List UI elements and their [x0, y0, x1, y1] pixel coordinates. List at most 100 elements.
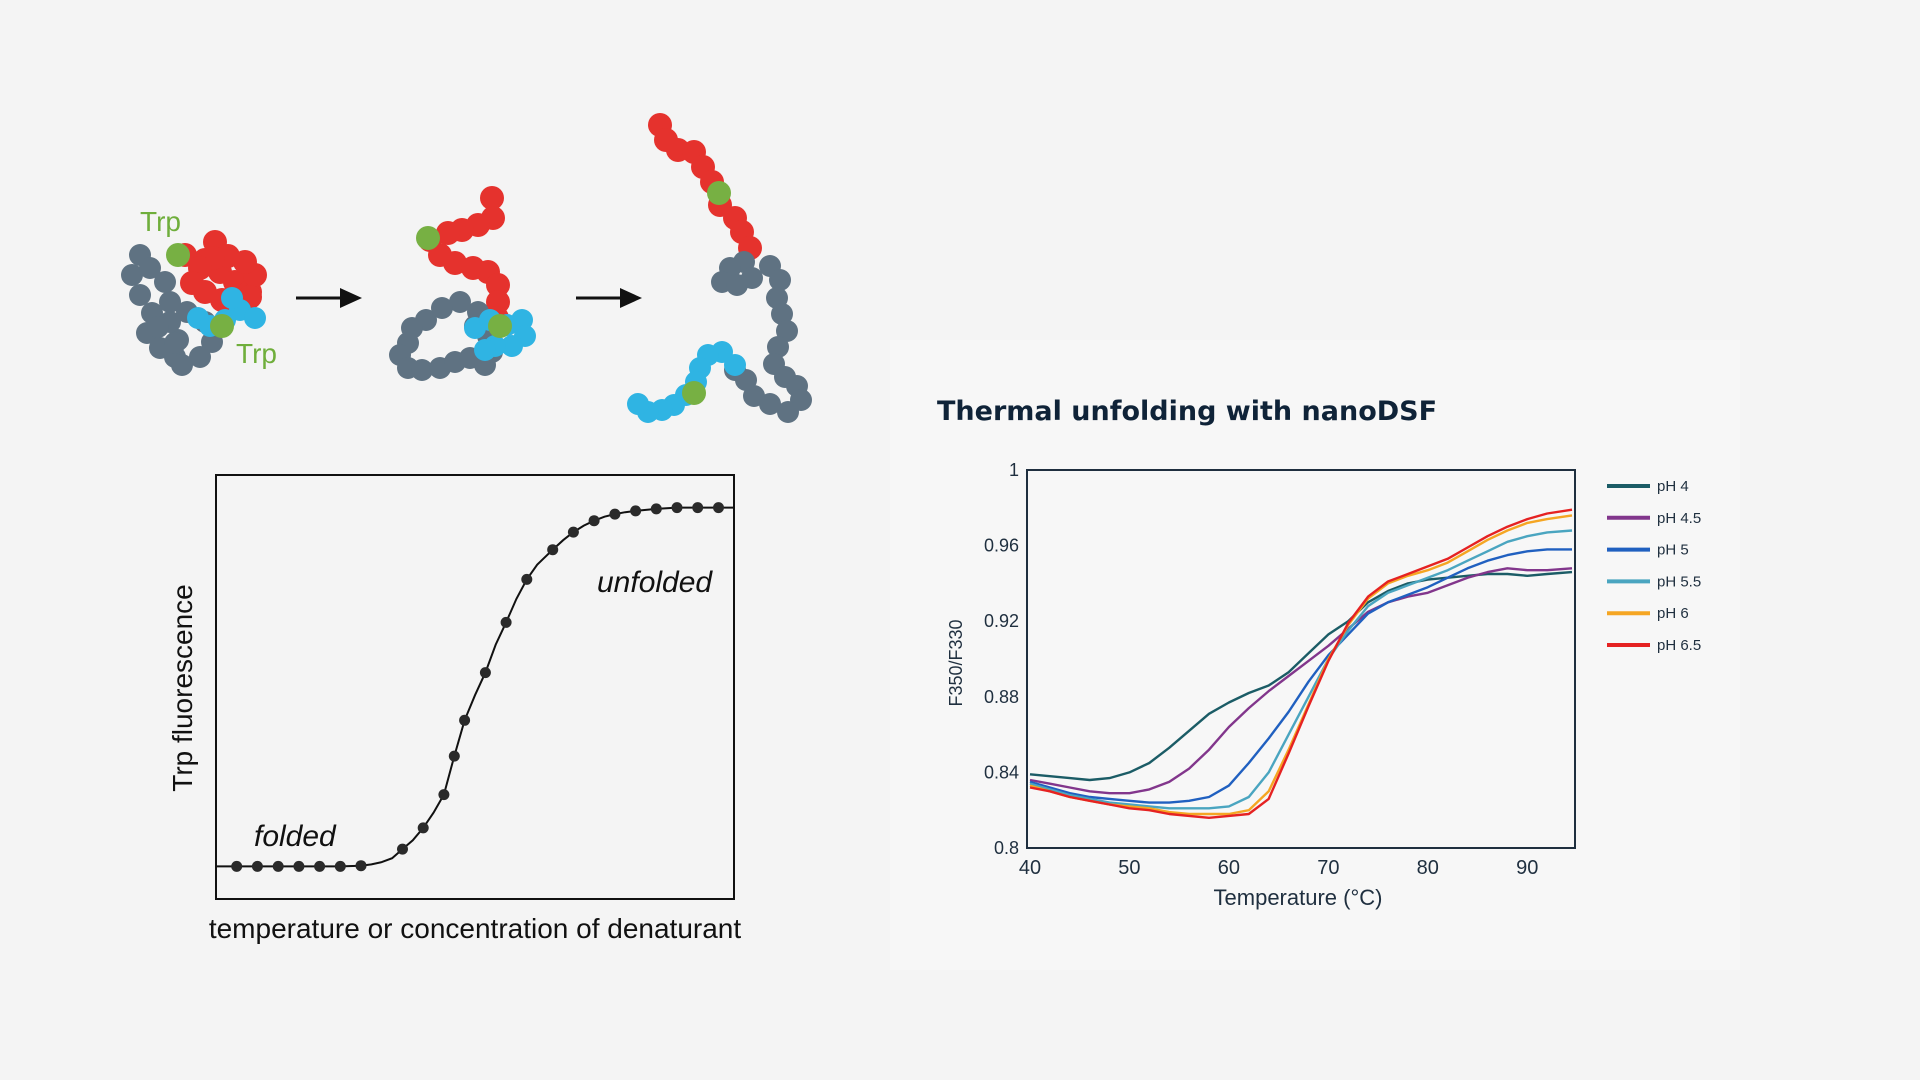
sigmoid-data-point [567, 526, 579, 538]
nanodsf-chart-title: Thermal unfolding with nanoDSF [937, 396, 1437, 427]
stage2-gray-chain [389, 291, 503, 381]
residue-bead [771, 303, 793, 325]
sigmoid-y-axis-label: Trp fluorescence [167, 584, 198, 792]
series-line-ph-5-5 [1029, 529, 1573, 810]
residue-bead [486, 273, 510, 297]
legend-item: pH 4 [1607, 478, 1689, 495]
arrow-partial-to-unfolded [576, 288, 642, 308]
nanodsf-y-ticks: 0.8 0.84 0.88 0.92 0.96 1 [984, 460, 1019, 858]
residue-bead [189, 346, 211, 368]
residue-bead [449, 291, 471, 313]
legend-label: pH 4 [1657, 478, 1689, 495]
legend-label: pH 6.5 [1657, 637, 1701, 654]
y-tick-label: 0.88 [984, 687, 1019, 707]
series-line-ph-6-5 [1029, 508, 1573, 819]
series-line-ph-5 [1029, 548, 1572, 804]
residue-bead [769, 269, 791, 291]
sigmoid-data-point [692, 502, 704, 514]
residue-bead [411, 359, 433, 381]
residue-bead [776, 320, 798, 342]
nanodsf-series-layer [1029, 508, 1573, 819]
residue-bead [154, 271, 176, 293]
series-line-ph-4 [1029, 570, 1573, 782]
y-tick-label: 0.92 [984, 611, 1019, 631]
x-tick-label: 70 [1317, 857, 1339, 879]
trp-residue-1b [210, 314, 234, 338]
sigmoid-x-axis-label: temperature or concentration of denatura… [209, 913, 742, 944]
residue-bead [431, 297, 453, 319]
legend-item: pH 5.5 [1607, 573, 1701, 590]
sigmoid-plot-frame [215, 474, 735, 900]
nanodsf-x-axis-label: Temperature (°C) [1214, 885, 1383, 910]
residue-bead [474, 339, 496, 361]
arrow-folded-to-partial [296, 288, 362, 308]
nanodsf-legend: pH 4 pH 4.5 pH 5 pH 5.5 pH 6 pH 6.5 [1607, 478, 1701, 654]
sigmoid-data-point [459, 714, 471, 726]
nanodsf-chart: Thermal unfolding with nanoDSF 0.80.840.… [937, 396, 1701, 910]
residue-bead [121, 264, 143, 286]
folded-annotation: folded [254, 820, 337, 853]
stage3-blue-chain [627, 341, 746, 423]
residue-bead [159, 291, 181, 313]
legend-item: pH 6.5 [1607, 637, 1701, 654]
nanodsf-y-axis-label: F350/F330 [946, 619, 966, 706]
residue-bead [147, 316, 169, 338]
trp-label-bottom: Trp [236, 338, 277, 369]
sigmoid-points-layer [231, 502, 724, 872]
residue-bead [244, 307, 266, 329]
sigmoid-data-point [713, 502, 724, 514]
residue-bead [777, 401, 799, 423]
trp-residue-2a [416, 226, 440, 250]
residue-bead [443, 251, 467, 275]
x-tick-label: 40 [1019, 857, 1041, 879]
x-tick-label: 60 [1218, 857, 1240, 879]
sigmoid-data-point [314, 860, 326, 872]
residue-bead [171, 354, 193, 376]
residue-bead [221, 287, 243, 309]
sigmoid-data-point [609, 508, 621, 520]
residue-bead [741, 267, 763, 289]
x-tick-label: 50 [1118, 857, 1140, 879]
residue-bead [767, 336, 789, 358]
sigmoid-data-point [397, 843, 408, 855]
nanodsf-plot-frame [1026, 469, 1576, 849]
trp-residue-1a [166, 243, 190, 267]
legend-item: pH 4.5 [1607, 510, 1701, 527]
trp-residue-3b [682, 381, 706, 405]
residue-bead [164, 332, 186, 354]
stage1-gray-chain [121, 244, 223, 376]
sigmoid-data-point [272, 860, 284, 872]
y-tick-label: 0.96 [984, 536, 1019, 556]
residue-bead [129, 284, 151, 306]
sigmoid-curve-layer [216, 506, 734, 868]
sigmoid-data-point [293, 860, 305, 872]
sigmoid-data-point [588, 515, 600, 527]
trp-label-top: Trp [140, 206, 181, 237]
sigmoid-data-point [521, 573, 533, 585]
series-line-ph-4-5 [1029, 567, 1573, 795]
y-tick-label: 1 [1009, 460, 1019, 480]
sigmoid-chart: folded unfolded Trp fluorescence tempera… [167, 474, 742, 944]
sigmoid-data-point [448, 750, 460, 762]
legend-label: pH 4.5 [1657, 510, 1701, 527]
stage3-gray-chain [711, 251, 812, 423]
protein-unfolding-illustration: Trp Trp [121, 113, 812, 423]
legend-label: pH 5 [1657, 542, 1689, 559]
sigmoid-data-point [231, 860, 243, 872]
residue-bead [627, 393, 649, 415]
legend-label: pH 5.5 [1657, 573, 1701, 590]
sigmoid-data-point [547, 544, 559, 556]
trp-residue-2b [488, 314, 512, 338]
sigmoid-data-point [438, 789, 450, 801]
residue-bead [139, 257, 161, 279]
trp-residue-3a [707, 181, 731, 205]
legend-item: pH 5 [1607, 542, 1689, 559]
y-tick-label: 0.84 [984, 762, 1019, 782]
y-tick-label: 0.8 [994, 838, 1019, 858]
sigmoid-data-point [334, 860, 346, 872]
unfolded-annotation: unfolded [597, 566, 713, 599]
sigmoid-data-point [355, 860, 367, 872]
residue-bead [480, 186, 504, 210]
